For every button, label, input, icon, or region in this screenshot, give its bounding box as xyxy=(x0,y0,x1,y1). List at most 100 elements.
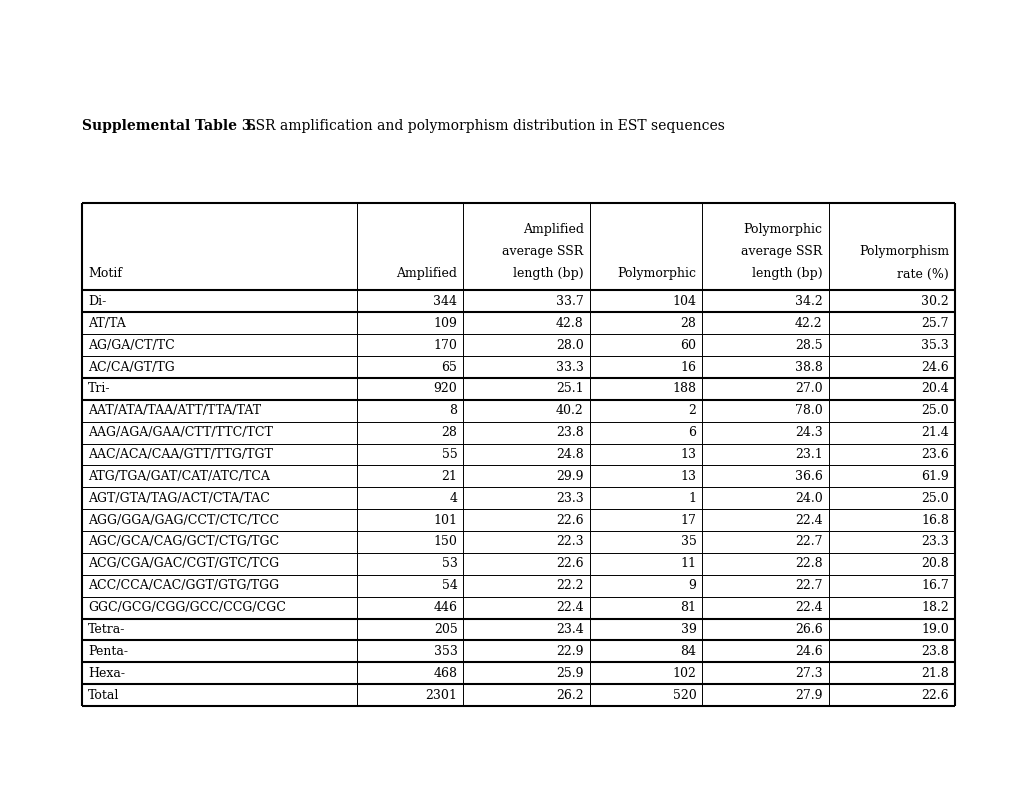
Text: 16: 16 xyxy=(680,361,696,374)
Text: 24.8: 24.8 xyxy=(555,448,583,461)
Text: 22.4: 22.4 xyxy=(795,601,822,614)
Text: 61.9: 61.9 xyxy=(920,470,948,483)
Text: 26.6: 26.6 xyxy=(794,623,822,636)
Text: 102: 102 xyxy=(672,667,696,680)
Text: 35: 35 xyxy=(680,536,696,548)
Text: Motif: Motif xyxy=(88,267,122,281)
Text: 21.4: 21.4 xyxy=(920,426,948,439)
Text: ACG/CGA/GAC/CGT/GTC/TCG: ACG/CGA/GAC/CGT/GTC/TCG xyxy=(88,557,279,571)
Text: Amplified: Amplified xyxy=(522,224,583,236)
Text: 20.8: 20.8 xyxy=(920,557,948,571)
Text: AC/CA/GT/TG: AC/CA/GT/TG xyxy=(88,361,174,374)
Text: 19.0: 19.0 xyxy=(920,623,948,636)
Text: 27.3: 27.3 xyxy=(795,667,822,680)
Text: 33.3: 33.3 xyxy=(555,361,583,374)
Text: 22.6: 22.6 xyxy=(555,557,583,571)
Text: Di-: Di- xyxy=(88,295,106,308)
Text: 24.0: 24.0 xyxy=(794,492,822,505)
Text: 1: 1 xyxy=(688,492,696,505)
Text: Hexa-: Hexa- xyxy=(88,667,125,680)
Text: 65: 65 xyxy=(441,361,458,374)
Text: 22.8: 22.8 xyxy=(795,557,822,571)
Text: 109: 109 xyxy=(433,317,458,330)
Text: rate (%): rate (%) xyxy=(897,267,948,281)
Text: AT/TA: AT/TA xyxy=(88,317,125,330)
Text: 36.6: 36.6 xyxy=(794,470,822,483)
Text: 27.0: 27.0 xyxy=(795,382,822,396)
Text: 25.7: 25.7 xyxy=(920,317,948,330)
Text: ATG/TGA/GAT/CAT/ATC/TCA: ATG/TGA/GAT/CAT/ATC/TCA xyxy=(88,470,270,483)
Text: 9: 9 xyxy=(688,579,696,593)
Text: 24.6: 24.6 xyxy=(794,645,822,658)
Text: 22.7: 22.7 xyxy=(795,579,822,593)
Text: 28: 28 xyxy=(680,317,696,330)
Text: 22.7: 22.7 xyxy=(795,536,822,548)
Text: 42.2: 42.2 xyxy=(795,317,822,330)
Text: 25.0: 25.0 xyxy=(920,492,948,505)
Text: GGC/GCG/CGG/GCC/CCG/CGC: GGC/GCG/CGG/GCC/CCG/CGC xyxy=(88,601,285,614)
Text: 42.8: 42.8 xyxy=(555,317,583,330)
Text: 13: 13 xyxy=(680,470,696,483)
Text: 28: 28 xyxy=(441,426,458,439)
Text: 24.6: 24.6 xyxy=(920,361,948,374)
Text: 23.3: 23.3 xyxy=(555,492,583,505)
Text: Polymorphic: Polymorphic xyxy=(743,224,822,236)
Text: AGC/GCA/CAG/GCT/CTG/TGC: AGC/GCA/CAG/GCT/CTG/TGC xyxy=(88,536,279,548)
Text: 344: 344 xyxy=(433,295,458,308)
Text: 22.2: 22.2 xyxy=(555,579,583,593)
Text: 34.2: 34.2 xyxy=(794,295,822,308)
Text: 23.4: 23.4 xyxy=(555,623,583,636)
Text: 60: 60 xyxy=(680,339,696,351)
Text: 28.5: 28.5 xyxy=(795,339,822,351)
Text: AG/GA/CT/TC: AG/GA/CT/TC xyxy=(88,339,174,351)
Text: 205: 205 xyxy=(433,623,458,636)
Text: Supplemental Table 3.: Supplemental Table 3. xyxy=(82,119,256,133)
Text: 21: 21 xyxy=(441,470,458,483)
Text: 27.9: 27.9 xyxy=(795,689,822,701)
Text: 17: 17 xyxy=(680,514,696,526)
Text: 188: 188 xyxy=(672,382,696,396)
Text: 81: 81 xyxy=(680,601,696,614)
Text: AGG/GGA/GAG/CCT/CTC/TCC: AGG/GGA/GAG/CCT/CTC/TCC xyxy=(88,514,279,526)
Text: AGT/GTA/TAG/ACT/CTA/TAC: AGT/GTA/TAG/ACT/CTA/TAC xyxy=(88,492,270,505)
Text: ACC/CCA/CAC/GGT/GTG/TGG: ACC/CCA/CAC/GGT/GTG/TGG xyxy=(88,579,279,593)
Text: 22.4: 22.4 xyxy=(795,514,822,526)
Text: 30.2: 30.2 xyxy=(920,295,948,308)
Text: Polymorphism: Polymorphism xyxy=(858,246,948,258)
Text: 6: 6 xyxy=(688,426,696,439)
Text: 54: 54 xyxy=(441,579,458,593)
Text: 22.6: 22.6 xyxy=(555,514,583,526)
Text: 22.9: 22.9 xyxy=(555,645,583,658)
Text: 23.3: 23.3 xyxy=(920,536,948,548)
Text: 2301: 2301 xyxy=(425,689,458,701)
Text: 101: 101 xyxy=(433,514,458,526)
Text: 35.3: 35.3 xyxy=(920,339,948,351)
Text: 25.1: 25.1 xyxy=(555,382,583,396)
Text: 22.3: 22.3 xyxy=(555,536,583,548)
Text: 20.4: 20.4 xyxy=(920,382,948,396)
Text: 13: 13 xyxy=(680,448,696,461)
Text: 39: 39 xyxy=(680,623,696,636)
Text: AAC/ACA/CAA/GTT/TTG/TGT: AAC/ACA/CAA/GTT/TTG/TGT xyxy=(88,448,273,461)
Text: 38.8: 38.8 xyxy=(794,361,822,374)
Text: 24.3: 24.3 xyxy=(794,426,822,439)
Text: 4: 4 xyxy=(449,492,458,505)
Text: 40.2: 40.2 xyxy=(555,404,583,418)
Text: 104: 104 xyxy=(672,295,696,308)
Text: 11: 11 xyxy=(680,557,696,571)
Text: 55: 55 xyxy=(441,448,458,461)
Text: 2: 2 xyxy=(688,404,696,418)
Text: 21.8: 21.8 xyxy=(920,667,948,680)
Text: AAT/ATA/TAA/ATT/TTA/TAT: AAT/ATA/TAA/ATT/TTA/TAT xyxy=(88,404,261,418)
Text: 22.6: 22.6 xyxy=(920,689,948,701)
Text: 16.7: 16.7 xyxy=(920,579,948,593)
Text: SSR amplification and polymorphism distribution in EST sequences: SSR amplification and polymorphism distr… xyxy=(242,119,725,133)
Text: 170: 170 xyxy=(433,339,458,351)
Text: average SSR: average SSR xyxy=(502,246,583,258)
Text: 23.8: 23.8 xyxy=(555,426,583,439)
Text: 353: 353 xyxy=(433,645,458,658)
Text: Amplified: Amplified xyxy=(396,267,458,281)
Text: 53: 53 xyxy=(441,557,458,571)
Text: 16.8: 16.8 xyxy=(920,514,948,526)
Text: Total: Total xyxy=(88,689,119,701)
